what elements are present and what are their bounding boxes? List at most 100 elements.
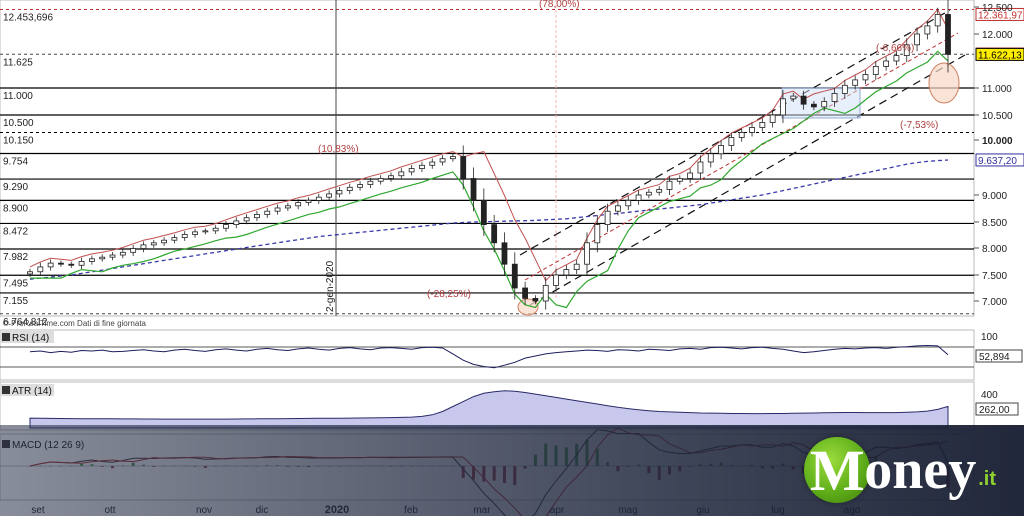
macd-hist-49 (533, 454, 537, 466)
candle-body-43 (470, 178, 477, 201)
candle-body-36 (398, 171, 405, 177)
candle-body-47 (511, 263, 518, 289)
macd-hist-47 (513, 466, 517, 486)
level-label-3: 10.500 (3, 118, 34, 129)
atr-title: ATR (14) (12, 386, 52, 397)
date-marker-label: 2-gen-2020 (325, 260, 336, 312)
candle-body-78 (831, 93, 838, 102)
candle-body-21 (243, 217, 250, 222)
x-label-6: mar (473, 505, 491, 516)
right-tick-8: 7.500 (982, 271, 1007, 282)
candle-body-75 (800, 95, 807, 105)
right-tick-0: 12.500 (982, 3, 1013, 14)
atr-last-badge (975, 402, 1019, 416)
candle-body-88 (934, 14, 941, 27)
candle-body-5 (78, 261, 85, 266)
right-tick-1: 12.000 (982, 30, 1013, 41)
badge-label-3: 9.637,20 (978, 156, 1017, 167)
support-band-series (30, 50, 949, 309)
x-axis-labels: set ott nov dic 2020 feb mar apr mag giu lug ago (31, 504, 860, 516)
candle-body-82 (872, 66, 879, 75)
atr-title-bg (0, 384, 54, 396)
candle-body-23 (264, 210, 271, 215)
right-tick-3: 10.500 (982, 111, 1013, 122)
candle-body-86 (914, 33, 920, 46)
candle-body-8 (109, 254, 116, 258)
candle-body-79 (841, 84, 848, 94)
candle-body-52 (563, 269, 570, 276)
level-label-5: 9.754 (3, 157, 28, 168)
candle-body-31 (346, 186, 353, 192)
candle-body-89 (945, 14, 951, 55)
macd-title: MACD (12 26 9) (12, 440, 84, 451)
x-label-0: set (31, 505, 45, 516)
candle-body-64 (687, 172, 694, 179)
candle-body-14 (171, 237, 178, 241)
candle-body-11 (140, 244, 147, 249)
candle-body-25 (284, 205, 291, 209)
rsi-title-bg (0, 331, 54, 343)
candle-body-54 (584, 242, 590, 265)
rsi-tick: 100 (981, 332, 998, 343)
candle-body-24 (274, 207, 281, 212)
candle-body-37 (408, 168, 415, 173)
right-tick-5: 9.000 (982, 191, 1007, 202)
candle-body-65 (697, 161, 704, 174)
candle-body-13 (161, 239, 167, 244)
level-label-4: 10.150 (3, 136, 34, 147)
candle-body-74 (790, 95, 797, 100)
candle-body-87 (924, 25, 931, 35)
atr-last-label: 262,00 (979, 405, 1010, 416)
level-label-12: 6.764,812 (3, 317, 48, 328)
candle-body-60 (645, 191, 652, 196)
macd-hist-62 (668, 466, 672, 475)
support-band-line (30, 50, 949, 309)
candle-body-28 (315, 196, 322, 201)
macd-hist-46 (502, 466, 506, 483)
macd-hist-74 (791, 466, 795, 470)
macd-hist-5 (80, 463, 84, 466)
candle-body-80 (852, 79, 859, 86)
annotation-pct-1: (78,00%) (539, 0, 580, 10)
candle-body-19 (223, 224, 229, 229)
macd-hist-8 (111, 466, 115, 469)
x-label-8: mag (618, 505, 637, 516)
macd-hist-45 (492, 466, 496, 481)
x-label-5: feb (404, 505, 418, 516)
macd-hist-71 (760, 466, 764, 469)
candle-body-9 (119, 251, 126, 256)
candle-body-29 (326, 193, 333, 198)
x-label-7: apr (550, 505, 565, 516)
macd-hist-56 (606, 462, 610, 466)
badge-label-0: 12.361,97 (978, 10, 1023, 21)
macd-hist-61 (657, 466, 661, 480)
badge-box-3 (975, 153, 1024, 167)
candle-body-7 (99, 256, 106, 260)
x-label-10: lug (771, 505, 784, 516)
candle-body-50 (542, 284, 549, 302)
macd-icon (2, 440, 10, 448)
right-tick-4: 10.000 (982, 136, 1013, 147)
right-ticks: 12.500 12.000 11.000 10.500 10.000 9.000 8.500… (974, 3, 1013, 308)
candle-body-72 (769, 114, 776, 123)
badge-label-2: 11.622,13 (978, 50, 1022, 61)
candle-body-12 (150, 242, 157, 246)
candle-body-59 (635, 194, 642, 201)
candle-body-10 (130, 248, 137, 253)
rsi-panel (0, 329, 975, 381)
macd-hist-57 (616, 466, 620, 472)
ma-long-series (29, 159, 949, 280)
candle-body-41 (449, 156, 456, 160)
logo-tld: .it (978, 467, 996, 490)
macd-hist-48 (523, 466, 527, 469)
candle-body-16 (192, 231, 198, 235)
resistance-band-line (29, 8, 949, 282)
candle-body-57 (615, 205, 621, 212)
candle-body-15 (181, 234, 188, 238)
rsi-line (29, 344, 949, 369)
candle-body-62 (666, 180, 673, 190)
price-levels: 12.453,696 11.625 11.000 10.500 10.150 9.754 9… (0, 9, 974, 328)
candle-body-71 (759, 122, 766, 128)
level-label-10: 7.495 (3, 278, 28, 289)
